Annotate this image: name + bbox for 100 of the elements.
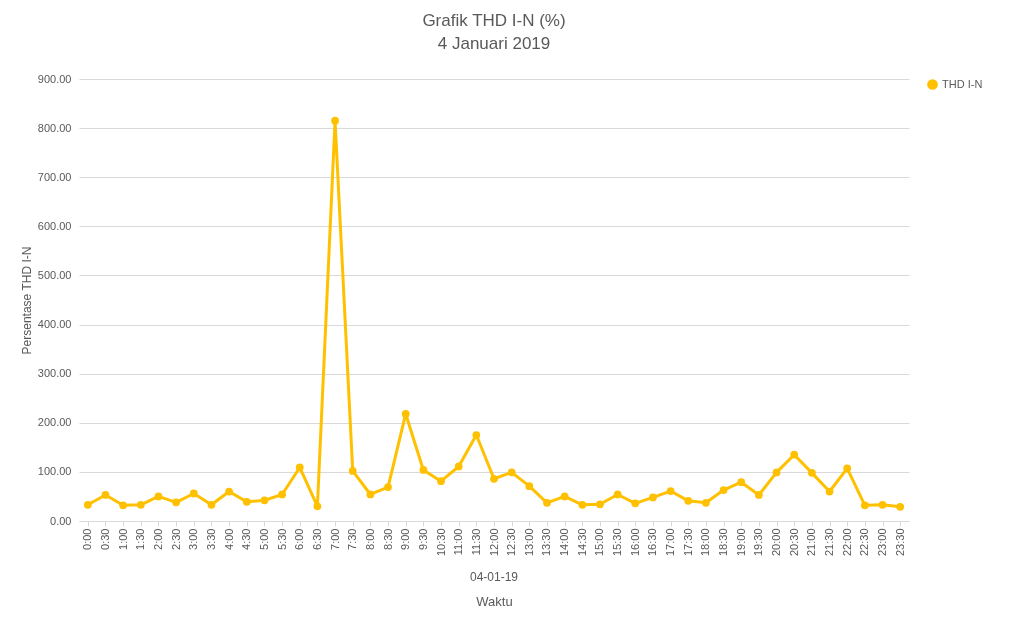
point: [649, 493, 657, 502]
text: 04-01-19: [469, 570, 519, 584]
x-tick-label: 1:30: [134, 528, 147, 550]
point: [790, 450, 799, 459]
point: [101, 491, 110, 499]
point: [631, 499, 640, 508]
point: [313, 502, 322, 511]
x-tick-label: 11:00: [452, 528, 465, 556]
x-tick-label: 17:30: [681, 528, 694, 557]
x-tick-label: 12:00: [487, 528, 500, 557]
point: [560, 492, 569, 501]
point: [437, 477, 445, 486]
x-tick-label: 13:30: [540, 528, 553, 557]
point: [366, 490, 375, 499]
point: [154, 492, 163, 501]
point: [684, 497, 693, 505]
x-tick-label: 6:00: [293, 528, 306, 550]
point: [878, 500, 887, 509]
point: [578, 500, 587, 509]
point: [543, 498, 551, 507]
point: [454, 462, 463, 471]
point: [207, 500, 216, 509]
x-tick-label: 20:30: [787, 528, 800, 557]
x-tick-label: 0:00: [81, 528, 94, 550]
x-tick-label: 5:00: [257, 528, 270, 550]
x-tick-label: 21:00: [805, 528, 818, 557]
x-tick-label: 22:30: [858, 528, 871, 557]
point: [525, 482, 534, 490]
chart-subtitle: 4 Januari 2019: [437, 34, 551, 53]
point: [172, 498, 180, 507]
x-tick-label: 20:00: [770, 528, 783, 557]
x-tick-label: 21:30: [823, 528, 836, 557]
x-tick-label: 14:30: [575, 528, 588, 557]
y-axis-title: Persentase THD I-N: [19, 246, 34, 355]
point: [755, 491, 763, 499]
point: [825, 487, 834, 496]
point: [189, 489, 198, 498]
y-tick-label: 100.00: [37, 465, 72, 478]
point: [401, 410, 410, 418]
x-tick-label: 18:30: [717, 528, 730, 557]
point: [242, 497, 251, 506]
x-tick-label: 6:30: [310, 528, 323, 550]
point: [331, 116, 339, 125]
x-tick-label: 2:00: [151, 528, 164, 550]
point: [419, 466, 428, 474]
x-tick-label: 14:00: [558, 528, 571, 557]
point: [613, 490, 622, 499]
point: [384, 483, 392, 491]
point: [472, 431, 481, 439]
x-tick-label: 23:30: [893, 528, 906, 557]
point: [136, 500, 145, 509]
y-tick-label: 0.00: [50, 514, 72, 527]
x-tick-label: 1:00: [116, 528, 129, 550]
x-tick-label: 19:00: [734, 528, 747, 557]
x-tick-label: 18:00: [699, 528, 712, 557]
point: [119, 501, 128, 510]
x-tick-label: 16:00: [628, 528, 641, 557]
x-tick-label: 7:00: [328, 528, 341, 550]
x-tick-label: 7:30: [346, 528, 359, 550]
point: [772, 468, 781, 477]
x-tick-label: 22:00: [840, 528, 853, 557]
x-tick-label: 15:30: [611, 528, 624, 557]
y-tick-label: 900.00: [37, 72, 72, 85]
y-tick-label: 600.00: [37, 219, 72, 232]
y-tick-label: 200.00: [37, 416, 72, 429]
point: [596, 500, 604, 509]
x-tick-label: 15:00: [593, 528, 606, 557]
point: [507, 468, 516, 477]
point: [702, 498, 710, 507]
point: [225, 487, 233, 496]
point: [808, 469, 816, 477]
x-axis-title: Waktu: [476, 594, 513, 610]
point: [83, 500, 92, 509]
point: [490, 474, 498, 483]
x-tick-label: 19:30: [752, 528, 765, 557]
x-tick-label: 13:00: [522, 528, 535, 557]
x-tick-label: 17:00: [664, 528, 677, 557]
x-tick-label: 23:00: [876, 528, 889, 557]
x-tick-label: 9:30: [416, 528, 429, 550]
y-tick-label: 700.00: [37, 170, 72, 183]
x-tick-label: 10:30: [434, 528, 447, 557]
point: [896, 502, 905, 511]
point: [860, 501, 869, 510]
x-tick-label: 8:00: [363, 528, 376, 550]
point: [295, 463, 304, 472]
x-tick-label: 4:30: [240, 528, 253, 550]
legend-label: THD I-N: [942, 77, 983, 90]
y-tick-label: 400.00: [37, 318, 72, 331]
x-tick-label: 16:30: [646, 528, 659, 557]
x-tick-label: 12:30: [505, 528, 518, 557]
chart-title: Grafik THD I-N (%): [422, 11, 566, 30]
x-tick-label: 9:00: [399, 528, 412, 550]
point: [348, 467, 357, 475]
y-tick-label: 300.00: [37, 367, 72, 380]
x-tick-label: 11:30: [469, 528, 482, 556]
point: [737, 478, 746, 487]
x-tick-label: 3:30: [204, 528, 217, 550]
point: [278, 490, 286, 499]
point: [843, 464, 852, 473]
point: [666, 487, 675, 495]
